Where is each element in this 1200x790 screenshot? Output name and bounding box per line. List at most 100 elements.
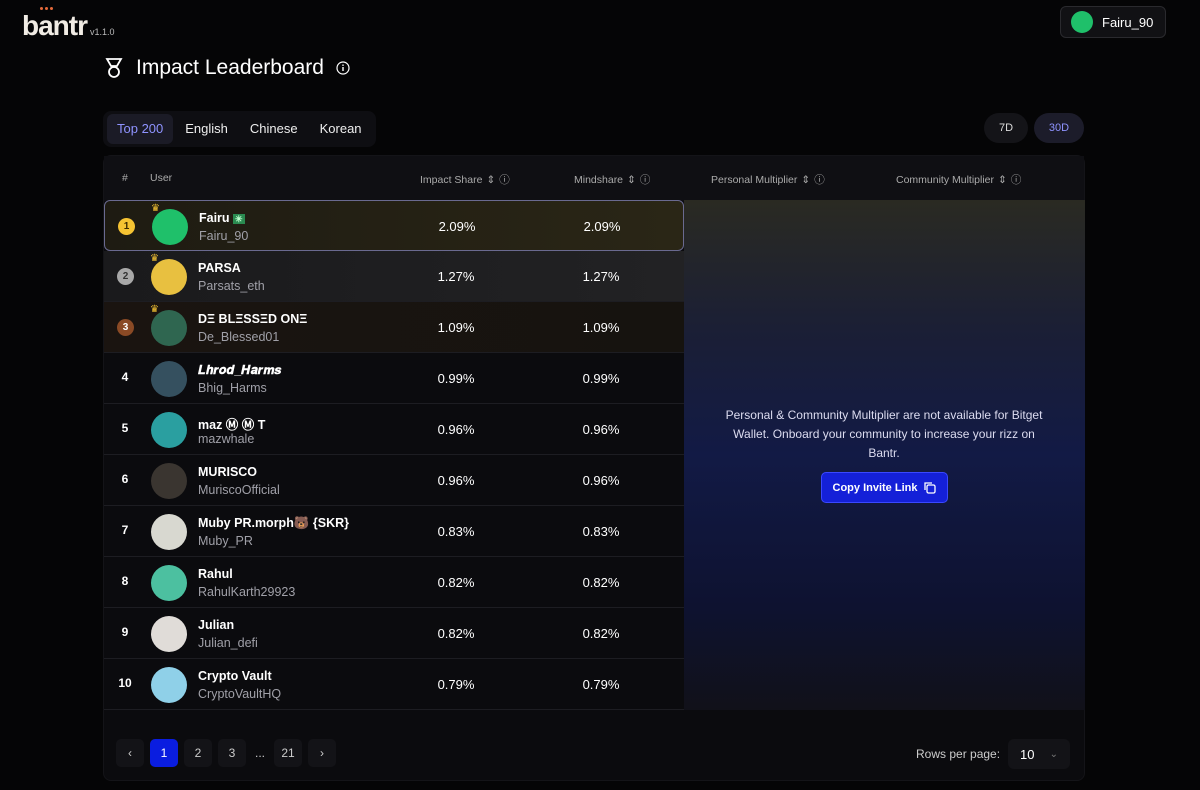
col-community-multiplier[interactable]: Community Multiplier ⇕ ⓘ [896,172,1021,187]
sort-icon[interactable]: ⇕ [486,173,496,186]
rank-number: 10 [118,676,132,690]
info-icon[interactable]: ⓘ [639,174,651,186]
handle: CryptoVaultHQ [198,687,282,701]
impact-share-value: 1.27% [437,269,475,284]
name-text: Muby PR.morph🐻 {SKR} [198,516,349,530]
avatar [151,412,187,448]
table-row[interactable]: 10 Crypto Vault CryptoVaultHQ 0.79% 0.79% [104,659,684,710]
rank-medal: 2 [117,268,134,285]
col-label: Impact Share [420,173,483,186]
display-name: maz Ⓜ Ⓜ T [198,414,265,433]
rows-per-page-label: Rows per page: [916,747,1001,761]
impact-share-value: 0.99% [437,371,475,386]
name-text: Crypto Vault [198,669,272,683]
logo-text: bantr [22,10,88,41]
avatar [151,463,187,499]
mindshare-value: 1.09% [582,320,620,335]
name-text: Fairu [199,211,230,225]
handle: mazwhale [198,432,255,446]
copy-icon [924,482,937,494]
username: Fairu_90 [1102,14,1154,30]
language-tabs: Top 200 English Chinese Korean [103,111,376,147]
page-1[interactable]: 1 [150,739,178,767]
name-text: Julian [198,618,235,632]
tab-korean[interactable]: Korean [319,121,362,136]
page-3[interactable]: 3 [218,739,246,767]
medal-icon [105,58,123,78]
copy-invite-link-button[interactable]: Copy Invite Link [821,472,948,503]
impact-share-value: 0.83% [437,524,475,539]
handle: Muby_PR [198,534,253,548]
user-profile-button[interactable]: Fairu_90 [1060,6,1166,38]
display-name: PARSA [198,261,241,275]
prev-page-button[interactable]: ‹ [116,739,144,767]
avatar [152,209,188,245]
display-name: Julian [198,618,234,632]
rows-per-page: Rows per page: 10 ⌄ [916,739,1071,769]
period-30d[interactable]: 30D [1034,113,1084,143]
sort-icon[interactable]: ⇕ [998,173,1007,186]
rank-number: 6 [121,472,129,486]
col-mindshare[interactable]: Mindshare ⇕ ⓘ [574,172,650,187]
table-row[interactable]: 6 MURISCO MuriscoOfficial 0.96% 0.96% [104,455,684,506]
col-impact-share[interactable]: Impact Share ⇕ ⓘ [420,172,510,187]
sort-icon[interactable]: ⇕ [801,173,811,186]
handle: RahulKarth29923 [198,585,296,599]
page-2[interactable]: 2 [184,739,212,767]
button-label: Copy Invite Link [832,481,918,494]
handle: De_Blessed01 [198,330,280,344]
badge-icon: ✳ [233,214,245,224]
avatar [151,667,187,703]
display-name: MURISCO [198,465,257,479]
avatar [151,514,187,550]
col-personal-multiplier[interactable]: Personal Multiplier ⇕ ⓘ [711,172,825,187]
next-page-button[interactable]: › [308,739,336,767]
display-name: 𝑳𝒉𝒓𝒐𝒅_𝑯𝒂𝒓𝒎𝒔 [198,363,281,378]
impact-share-value: 0.82% [437,626,475,641]
page-ellipsis: ... [254,746,265,760]
info-icon[interactable]: ⓘ [1010,174,1022,186]
chevron-down-icon: ⌄ [1049,748,1059,760]
impact-share-value: 2.09% [438,219,476,234]
mindshare-value: 0.99% [582,371,620,386]
name-text: 𝑳𝒉𝒓𝒐𝒅_𝑯𝒂𝒓𝒎𝒔 [198,363,282,377]
handle: Bhig_Harms [198,381,267,395]
table-row[interactable]: 3 ♛ DΞ BLΞSSΞD ONΞ De_Blessed01 1.09% 1.09% [104,302,684,353]
rank-number: 4 [121,370,129,384]
version-label: v1.1.0 [90,27,115,37]
rows-per-page-select[interactable]: 10 ⌄ [1008,739,1071,769]
rank-number: 5 [121,421,129,435]
logo-dots [40,7,53,10]
period-7d[interactable]: 7D [984,113,1028,143]
mindshare-value: 0.82% [582,575,620,590]
impact-share-value: 0.79% [437,677,475,692]
brand: bantr v1.1.0 [22,6,115,42]
tab-top-200[interactable]: Top 200 [107,114,174,144]
impact-share-value: 0.96% [437,422,475,437]
rank-medal: 1 [118,218,135,235]
table-row[interactable]: 2 ♛ PARSA Parsats_eth 1.27% 1.27% [104,251,684,302]
crown-icon: ♛ [150,253,159,264]
tab-chinese[interactable]: Chinese [249,121,298,136]
tab-english[interactable]: English [185,121,228,136]
handle: Julian_defi [198,636,258,650]
pagination: ‹ 1 2 3 ... 21 › [116,739,336,767]
logo-dot [45,7,48,10]
table-header: # User Impact Share ⇕ ⓘ Mindshare ⇕ ⓘ Person… [104,156,1084,201]
handle: MuriscoOfficial [198,483,280,497]
bantr-logo[interactable]: bantr [22,6,88,42]
info-icon[interactable]: ⓘ [499,174,510,186]
table-row[interactable]: 7 Muby PR.morph🐻 {SKR} Muby_PR 0.83% 0.83% [104,506,684,557]
col-user: User [150,172,173,184]
table-row[interactable]: 8 Rahul RahulKarth29923 0.82% 0.82% [104,557,684,608]
table-row[interactable]: 4 𝑳𝒉𝒓𝒐𝒅_𝑯𝒂𝒓𝒎𝒔 Bhig_Harms 0.99% 0.99% [104,353,684,404]
handle: Parsats_eth [198,279,265,293]
info-icon[interactable]: ⓘ [814,174,825,186]
page-21[interactable]: 21 [274,739,302,767]
avatar [151,259,187,295]
table-row[interactable]: 9 Julian Julian_defi 0.82% 0.82% [104,608,684,659]
table-row[interactable]: 1 ♛ Fairu ✳ Fairu_90 2.09% 2.09% [104,200,684,251]
info-icon[interactable] [336,61,350,75]
sort-icon[interactable]: ⇕ [627,173,636,186]
